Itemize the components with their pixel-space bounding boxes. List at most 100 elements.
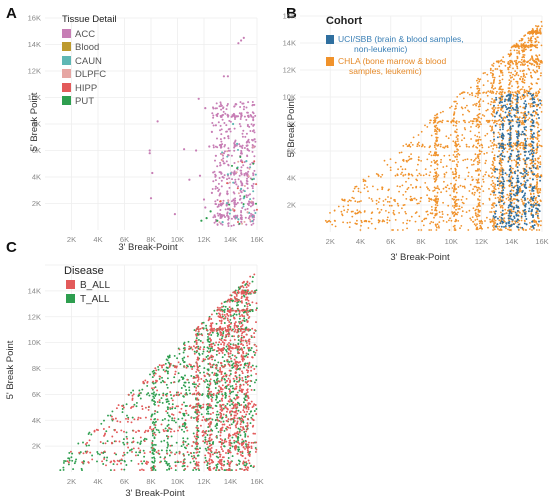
data-point-chla-bone-marrow-blood-samples-leukemic bbox=[519, 144, 522, 147]
data-point-chla-bone-marrow-blood-samples-leukemic bbox=[492, 69, 494, 72]
data-point-uci-sbb-brain-blood-samples-non-leukemic bbox=[516, 137, 519, 140]
data-point-t-all bbox=[229, 392, 232, 395]
data-point-b-all bbox=[249, 379, 252, 382]
data-point-chla-bone-marrow-blood-samples-leukemic bbox=[484, 72, 486, 74]
data-point-acc bbox=[251, 104, 254, 107]
data-point-chla-bone-marrow-blood-samples-leukemic bbox=[498, 168, 501, 171]
data-point-t-all bbox=[232, 314, 235, 317]
data-point-chla-bone-marrow-blood-samples-leukemic bbox=[452, 140, 455, 143]
x-tick-label: 6K bbox=[386, 237, 395, 246]
data-point-t-all bbox=[139, 442, 142, 445]
data-point-uci-sbb-brain-blood-samples-non-leukemic bbox=[503, 225, 505, 228]
data-point-chla-bone-marrow-blood-samples-leukemic bbox=[501, 74, 504, 76]
data-point-t-all bbox=[229, 318, 232, 321]
data-point-uci-sbb-brain-blood-samples-non-leukemic bbox=[532, 189, 535, 192]
data-point-chla-bone-marrow-blood-samples-leukemic bbox=[523, 50, 525, 53]
data-point-uci-sbb-brain-blood-samples-non-leukemic bbox=[513, 217, 516, 219]
data-point-chla-bone-marrow-blood-samples-leukemic bbox=[385, 210, 387, 212]
data-point-acc bbox=[222, 157, 225, 160]
data-point-uci-sbb-brain-blood-samples-non-leukemic bbox=[538, 165, 541, 168]
y-tick-label: 2K bbox=[287, 201, 296, 210]
data-point-uci-sbb-brain-blood-samples-non-leukemic bbox=[500, 220, 503, 223]
data-point-uci-sbb-brain-blood-samples-non-leukemic bbox=[524, 138, 527, 140]
data-point-acc bbox=[220, 215, 223, 218]
data-point-chla-bone-marrow-blood-samples-leukemic bbox=[483, 152, 486, 155]
data-point-t-all bbox=[187, 340, 190, 343]
data-point-chla-bone-marrow-blood-samples-leukemic bbox=[367, 175, 370, 178]
data-point-uci-sbb-brain-blood-samples-non-leukemic bbox=[520, 182, 522, 185]
data-point-uci-sbb-brain-blood-samples-non-leukemic bbox=[504, 111, 507, 114]
data-point-uci-sbb-brain-blood-samples-non-leukemic bbox=[516, 174, 519, 177]
data-point-t-all bbox=[164, 456, 167, 459]
data-point-chla-bone-marrow-blood-samples-leukemic bbox=[453, 227, 456, 230]
data-point-b-all bbox=[253, 343, 256, 346]
data-point-acc bbox=[220, 172, 223, 175]
data-point-t-all bbox=[103, 456, 106, 459]
data-point-t-all bbox=[231, 403, 234, 406]
data-point-chla-bone-marrow-blood-samples-leukemic bbox=[515, 63, 517, 66]
data-point-chla-bone-marrow-blood-samples-leukemic bbox=[514, 220, 516, 223]
data-point-chla-bone-marrow-blood-samples-leukemic bbox=[453, 224, 456, 227]
data-point-chla-bone-marrow-blood-samples-leukemic bbox=[538, 134, 541, 137]
data-point-uci-sbb-brain-blood-samples-non-leukemic bbox=[524, 162, 527, 165]
data-point-t-all bbox=[221, 393, 224, 396]
data-point-uci-sbb-brain-blood-samples-non-leukemic bbox=[517, 205, 520, 208]
data-point-chla-bone-marrow-blood-samples-leukemic bbox=[495, 144, 498, 147]
x-tick-label: 16K bbox=[535, 237, 548, 246]
data-point-chla-bone-marrow-blood-samples-leukemic bbox=[418, 202, 420, 205]
data-point-chla-bone-marrow-blood-samples-leukemic bbox=[539, 189, 542, 192]
data-point-chla-bone-marrow-blood-samples-leukemic bbox=[539, 88, 541, 90]
data-point-acc bbox=[230, 217, 233, 220]
data-point-uci-sbb-brain-blood-samples-non-leukemic bbox=[517, 140, 520, 143]
data-point-uci-sbb-brain-blood-samples-non-leukemic bbox=[509, 165, 512, 167]
data-point-acc bbox=[239, 101, 242, 104]
data-point-chla-bone-marrow-blood-samples-leukemic bbox=[489, 125, 492, 128]
data-point-uci-sbb-brain-blood-samples-non-leukemic bbox=[530, 94, 533, 97]
data-point-acc bbox=[234, 197, 237, 200]
data-point-t-all bbox=[249, 328, 252, 331]
data-point-chla-bone-marrow-blood-samples-leukemic bbox=[429, 222, 431, 225]
data-point-chla-bone-marrow-blood-samples-leukemic bbox=[537, 162, 540, 164]
data-point-t-all bbox=[237, 300, 240, 303]
data-point-uci-sbb-brain-blood-samples-non-leukemic bbox=[507, 214, 510, 217]
data-point-chla-bone-marrow-blood-samples-leukemic bbox=[529, 142, 532, 145]
data-point-chla-bone-marrow-blood-samples-leukemic bbox=[438, 130, 441, 132]
data-point-acc bbox=[224, 208, 227, 211]
data-point-acc bbox=[246, 187, 249, 190]
data-point-chla-bone-marrow-blood-samples-leukemic bbox=[405, 198, 408, 200]
data-point-uci-sbb-brain-blood-samples-non-leukemic bbox=[504, 225, 507, 228]
data-point-uci-sbb-brain-blood-samples-non-leukemic bbox=[501, 176, 504, 179]
data-point-t-all bbox=[238, 404, 241, 407]
data-point-chla-bone-marrow-blood-samples-leukemic bbox=[402, 145, 405, 147]
data-point-chla-bone-marrow-blood-samples-leukemic bbox=[523, 91, 526, 94]
data-point-chla-bone-marrow-blood-samples-leukemic bbox=[519, 105, 522, 108]
data-point-chla-bone-marrow-blood-samples-leukemic bbox=[478, 191, 481, 194]
data-point-t-all bbox=[215, 423, 218, 426]
data-point-chla-bone-marrow-blood-samples-leukemic bbox=[492, 101, 495, 104]
data-point-uci-sbb-brain-blood-samples-non-leukemic bbox=[523, 222, 526, 225]
data-point-t-all bbox=[247, 353, 250, 356]
data-point-chla-bone-marrow-blood-samples-leukemic bbox=[406, 219, 409, 222]
data-point-chla-bone-marrow-blood-samples-leukemic bbox=[456, 158, 458, 161]
legend-a-item-dlpfc: DLPFC bbox=[75, 69, 106, 80]
data-point-t-all bbox=[182, 351, 185, 354]
data-point-acc bbox=[245, 132, 248, 135]
data-point-chla-bone-marrow-blood-samples-leukemic bbox=[417, 134, 420, 136]
data-point-chla-bone-marrow-blood-samples-leukemic bbox=[511, 101, 514, 104]
data-point-chla-bone-marrow-blood-samples-leukemic bbox=[374, 227, 377, 230]
data-point-hipp bbox=[233, 209, 236, 212]
data-point-chla-bone-marrow-blood-samples-leukemic bbox=[424, 217, 426, 220]
data-point-chla-bone-marrow-blood-samples-leukemic bbox=[428, 229, 431, 231]
data-point-chla-bone-marrow-blood-samples-leukemic bbox=[426, 158, 429, 161]
data-point-chla-bone-marrow-blood-samples-leukemic bbox=[472, 178, 474, 181]
data-point-acc bbox=[233, 127, 236, 130]
data-point-acc bbox=[224, 112, 227, 115]
data-point-uci-sbb-brain-blood-samples-non-leukemic bbox=[514, 108, 517, 111]
data-point-uci-sbb-brain-blood-samples-non-leukemic bbox=[536, 146, 539, 149]
data-point-b-all bbox=[240, 429, 243, 432]
data-point-chla-bone-marrow-blood-samples-leukemic bbox=[436, 128, 439, 131]
data-point-chla-bone-marrow-blood-samples-leukemic bbox=[529, 71, 532, 74]
data-point-t-all bbox=[64, 460, 67, 463]
data-point-uci-sbb-brain-blood-samples-non-leukemic bbox=[516, 181, 519, 184]
data-point-uci-sbb-brain-blood-samples-non-leukemic bbox=[532, 164, 535, 167]
